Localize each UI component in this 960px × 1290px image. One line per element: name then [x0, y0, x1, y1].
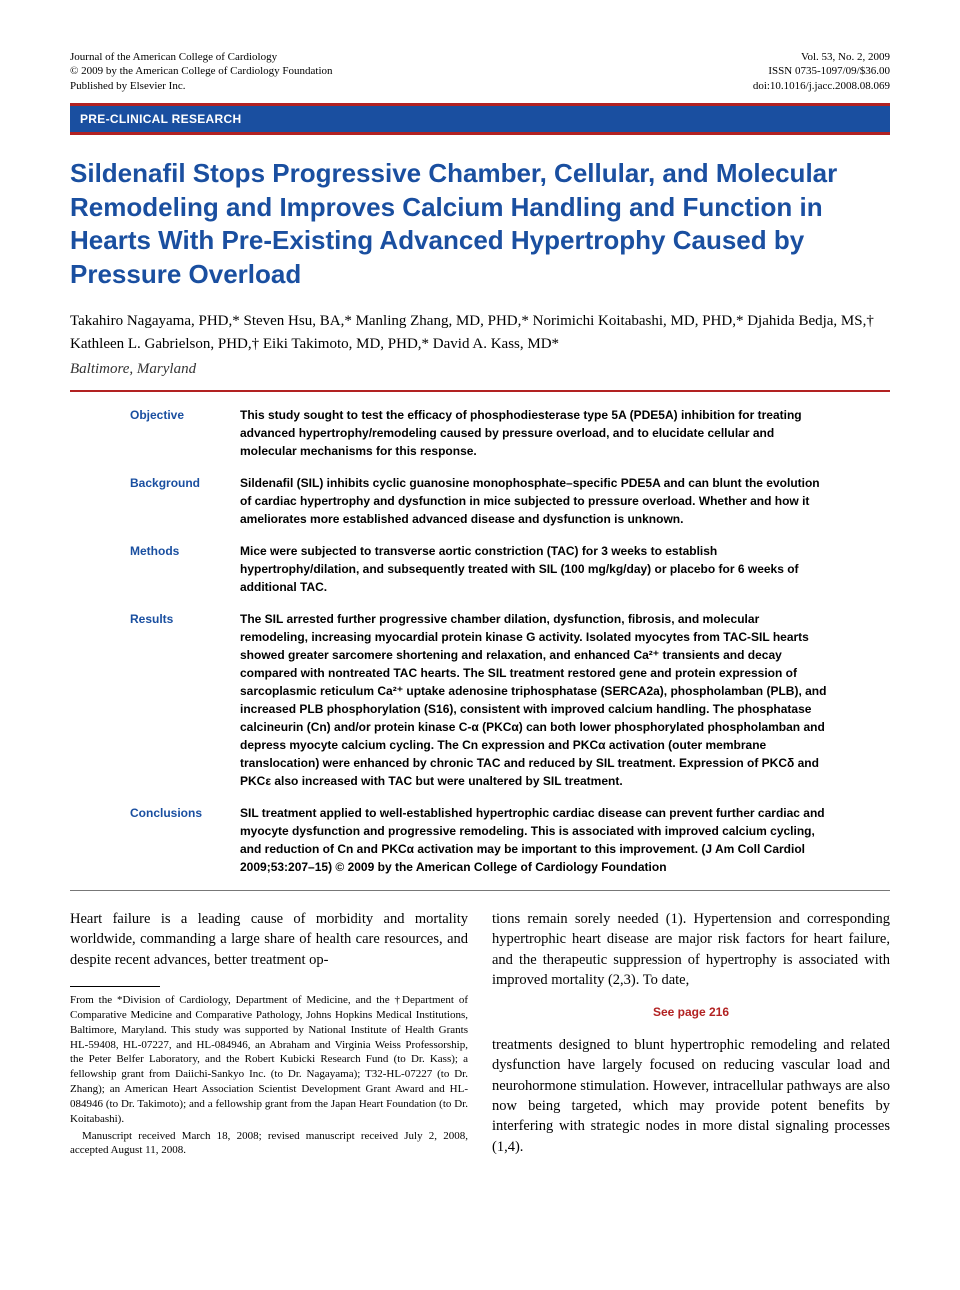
body-paragraph: tions remain sorely needed (1). Hyperten…: [492, 909, 890, 990]
abstract-label: Background: [130, 474, 240, 528]
abstract-label: Results: [130, 610, 240, 790]
divider-bottom: [70, 890, 890, 891]
body-paragraph: Heart failure is a leading cause of morb…: [70, 909, 468, 970]
column-left: Heart failure is a leading cause of morb…: [70, 909, 468, 1158]
structured-abstract: Objective This study sought to test the …: [70, 406, 890, 876]
abstract-label: Methods: [130, 542, 240, 596]
abstract-text: The SIL arrested further progressive cha…: [240, 610, 830, 790]
abstract-objective: Objective This study sought to test the …: [130, 406, 830, 460]
abstract-label: Conclusions: [130, 804, 240, 876]
see-page-callout: See page 216: [492, 1004, 890, 1021]
title-block: Sildenafil Stops Progressive Chamber, Ce…: [70, 157, 890, 292]
body-text: Heart failure is a leading cause of morb…: [70, 909, 890, 1158]
copyright-line: © 2009 by the American College of Cardio…: [70, 64, 333, 78]
doi-line: doi:10.1016/j.jacc.2008.08.069: [753, 79, 890, 93]
abstract-text: SIL treatment applied to well-establishe…: [240, 804, 830, 876]
abstract-text: Mice were subjected to transverse aortic…: [240, 542, 830, 596]
issn-line: ISSN 0735-1097/09/$36.00: [753, 64, 890, 78]
footnote-rule: [70, 986, 160, 987]
volume-line: Vol. 53, No. 2, 2009: [753, 50, 890, 64]
abstract-results: Results The SIL arrested further progres…: [130, 610, 830, 790]
section-banner: PRE-CLINICAL RESEARCH: [70, 103, 890, 135]
abstract-text: This study sought to test the efficacy o…: [240, 406, 830, 460]
column-right: tions remain sorely needed (1). Hyperten…: [492, 909, 890, 1158]
affiliation: Baltimore, Maryland: [70, 361, 890, 378]
abstract-text: Sildenafil (SIL) inhibits cyclic guanosi…: [240, 474, 830, 528]
article-title: Sildenafil Stops Progressive Chamber, Ce…: [70, 157, 890, 292]
manuscript-dates: Manuscript received March 18, 2008; revi…: [70, 1129, 468, 1159]
journal-header-left: Journal of the American College of Cardi…: [70, 50, 333, 93]
abstract-conclusions: Conclusions SIL treatment applied to wel…: [130, 804, 830, 876]
journal-header: Journal of the American College of Cardi…: [70, 50, 890, 93]
abstract-background: Background Sildenafil (SIL) inhibits cyc…: [130, 474, 830, 528]
publisher-line: Published by Elsevier Inc.: [70, 79, 333, 93]
journal-name: Journal of the American College of Cardi…: [70, 50, 333, 64]
abstract-label: Objective: [130, 406, 240, 460]
journal-header-right: Vol. 53, No. 2, 2009 ISSN 0735-1097/09/$…: [753, 50, 890, 93]
affiliation-footnote: From the *Division of Cardiology, Depart…: [70, 993, 468, 1127]
body-paragraph: treatments designed to blunt hypertrophi…: [492, 1035, 890, 1157]
divider-top: [70, 390, 890, 392]
abstract-methods: Methods Mice were subjected to transvers…: [130, 542, 830, 596]
authors-list: Takahiro Nagayama, PHD,* Steven Hsu, BA,…: [70, 310, 890, 355]
